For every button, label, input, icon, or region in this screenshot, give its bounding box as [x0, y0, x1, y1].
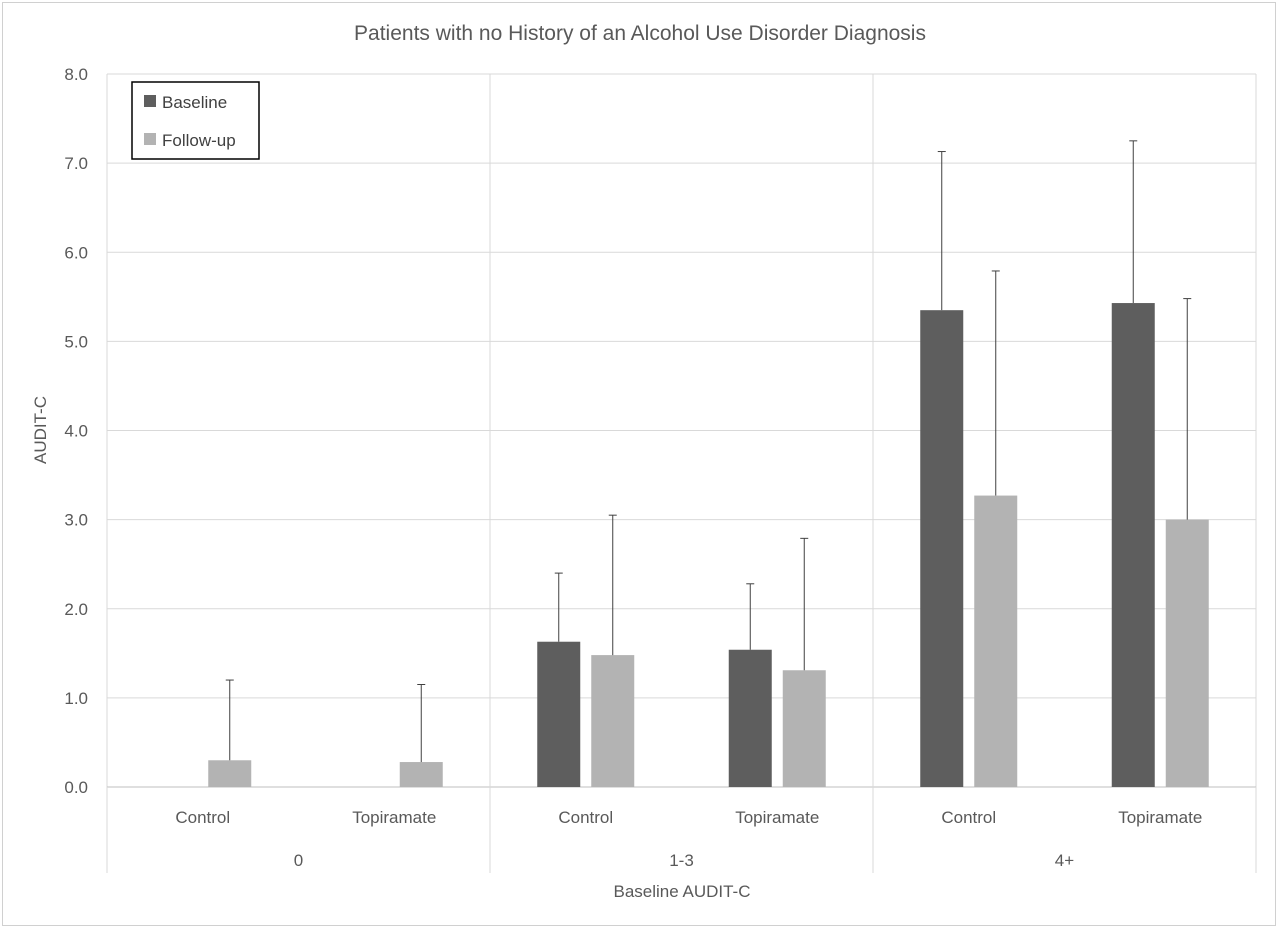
- group-label: 4+: [1055, 851, 1074, 870]
- category-label: Topiramate: [1118, 808, 1202, 827]
- y-tick-label: 0.0: [64, 778, 88, 797]
- group-label: 0: [294, 851, 303, 870]
- y-tick-label: 1.0: [64, 689, 88, 708]
- group-separators: [106, 74, 1257, 873]
- bar: [591, 655, 635, 787]
- bar: [208, 760, 252, 787]
- bars: [208, 303, 1209, 787]
- bar: [1165, 519, 1209, 787]
- y-axis-title: AUDIT-C: [31, 396, 50, 464]
- x-axis-title: Baseline AUDIT-C: [614, 882, 751, 901]
- category-label: Control: [175, 808, 230, 827]
- bar: [728, 649, 772, 787]
- error-bars: [225, 140, 1192, 763]
- category-label: Control: [558, 808, 613, 827]
- y-tick-label: 4.0: [64, 422, 88, 441]
- bar: [1111, 303, 1155, 787]
- y-tick-label: 2.0: [64, 600, 88, 619]
- legend-label-baseline: Baseline: [162, 93, 227, 112]
- y-tick-label: 6.0: [64, 243, 88, 262]
- category-label: Control: [941, 808, 996, 827]
- bar: [974, 495, 1018, 787]
- category-label: Topiramate: [735, 808, 819, 827]
- legend-swatch-baseline: [144, 95, 156, 107]
- category-label: Topiramate: [352, 808, 436, 827]
- group-label: 1-3: [669, 851, 694, 870]
- legend-swatch-follow-up: [144, 133, 156, 145]
- y-tick-label: 5.0: [64, 332, 88, 351]
- legend: Baseline Follow-up: [131, 81, 260, 160]
- y-tick-label: 3.0: [64, 511, 88, 530]
- bar: [537, 641, 581, 787]
- y-tick-label: 7.0: [64, 154, 88, 173]
- bar: [782, 670, 826, 787]
- chart-title: Patients with no History of an Alcohol U…: [354, 22, 926, 45]
- legend-box: [131, 81, 260, 160]
- y-tick-label: 8.0: [64, 65, 88, 84]
- tick-labels: 0.0 1.0 2.0 3.0 4.0 5.0 6.0 7.0 8.0 0 Control Topir…: [64, 65, 1202, 870]
- bar: [920, 310, 964, 787]
- legend-label-follow-up: Follow-up: [162, 131, 236, 150]
- gridlines: [106, 73, 1257, 788]
- bar: [399, 762, 443, 787]
